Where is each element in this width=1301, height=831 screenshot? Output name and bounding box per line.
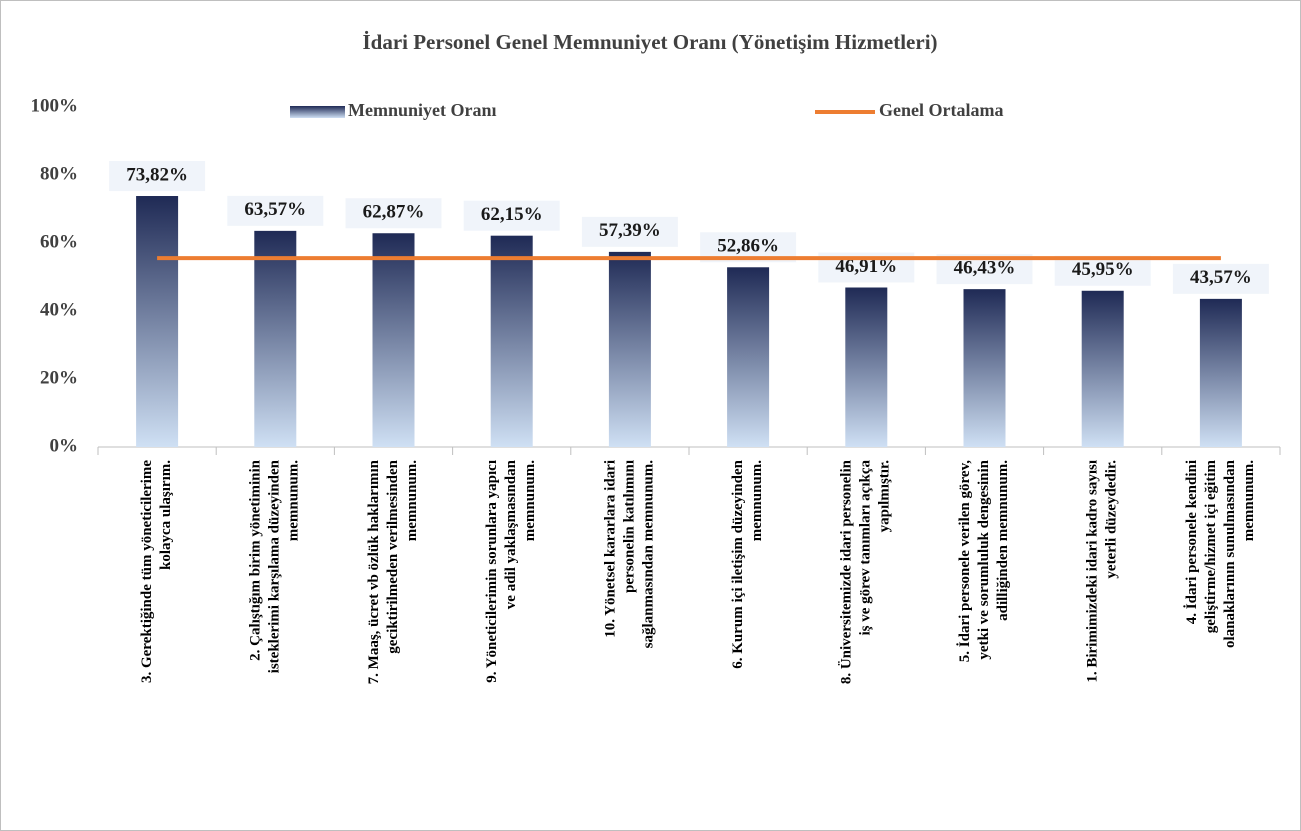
y-tick-label: 60% xyxy=(40,231,78,252)
y-tick-label: 0% xyxy=(50,435,79,456)
x-tick-label: yapılmıştır. xyxy=(877,460,893,533)
data-label-bg xyxy=(227,195,324,226)
data-label: 57,39% xyxy=(599,220,661,241)
data-label-bg xyxy=(581,216,678,247)
legend-label: Genel Ortalama xyxy=(879,100,1003,120)
x-tick-label: 6. Kurum içi iletişim düzeyinden xyxy=(730,459,746,668)
x-tick-label: iş ve görev tanımları açıkça xyxy=(858,460,874,636)
x-tick-label: adilliğinden memnunum. xyxy=(995,460,1011,621)
x-tick-label: 9. Yöneticilerimin sorunlara yapıcı xyxy=(484,460,500,683)
chart-title: İdari Personel Genel Memnuniyet Oranı (Y… xyxy=(362,30,937,54)
x-tick-label: sağlanmasından memnunum. xyxy=(640,460,656,649)
data-label-bg xyxy=(1054,255,1151,286)
x-tick-label: isteklerimi karşılama düzeyinden xyxy=(267,459,283,673)
x-tick-label: memnunum. xyxy=(286,460,302,542)
bar xyxy=(1081,290,1124,447)
bar xyxy=(136,196,179,447)
bar xyxy=(727,267,770,447)
data-label: 43,57% xyxy=(1190,267,1252,288)
x-tick-label: 8. Üniversitemizde idari personelin xyxy=(838,459,855,684)
data-label: 46,91% xyxy=(835,256,897,277)
y-tick-label: 80% xyxy=(40,163,78,184)
x-tick-label: 10. Yönetsel kararlara idari xyxy=(602,460,618,638)
data-label: 45,95% xyxy=(1072,259,1134,280)
bar xyxy=(608,251,651,447)
data-label-bg xyxy=(1172,263,1269,294)
data-label-bg xyxy=(109,161,206,192)
legend-swatch xyxy=(290,106,345,118)
x-tick-label: 3. Gerektiğinde tüm yöneticilerime xyxy=(139,460,155,683)
y-tick-label: 40% xyxy=(40,299,78,320)
x-tick-label: ve adil yaklaşmasından xyxy=(503,459,519,609)
x-tick-label: memnunum. xyxy=(404,460,420,542)
x-tick-label: 7. Maaş, ücret vb özlük haklarımın xyxy=(366,459,382,684)
x-tick-label: yetki ve sorumluluk dengesinin xyxy=(976,459,992,659)
x-tick-label: memnunum. xyxy=(1241,460,1257,542)
y-tick-label: 100% xyxy=(31,95,79,116)
x-tick-label: 5. İdari personele verilen görev, xyxy=(956,460,973,662)
x-tick-label: 4. İdari personele kendini xyxy=(1183,460,1200,624)
bar xyxy=(1199,298,1242,447)
x-tick-label: 1. Birimimizdeki idari kadro sayısı xyxy=(1085,460,1101,683)
y-tick-label: 20% xyxy=(40,367,78,388)
data-label-bg xyxy=(345,198,442,229)
data-label: 46,43% xyxy=(954,257,1016,278)
legend-label: Memnuniyet Oranı xyxy=(348,100,497,120)
data-label: 52,86% xyxy=(717,236,779,257)
data-label: 63,57% xyxy=(244,199,306,220)
x-tick-label: memnunum. xyxy=(522,460,538,542)
bar xyxy=(372,233,415,447)
x-tick-label: geciktirilmeden verilmesinden xyxy=(385,459,401,653)
x-tick-label: memnunum. xyxy=(749,460,765,542)
x-tick-label: geliştirme/hizmet içi eğitim xyxy=(1203,459,1219,633)
data-label: 73,82% xyxy=(126,164,188,185)
bar xyxy=(845,287,888,447)
data-label-bg xyxy=(463,200,560,231)
bar xyxy=(490,235,533,447)
x-tick-label: 2. Çalıştığım birim yönetiminin xyxy=(248,459,264,660)
bar xyxy=(963,289,1006,447)
x-tick-label: yeterli düzeydedir. xyxy=(1104,460,1120,579)
bar xyxy=(254,230,297,447)
data-label: 62,15% xyxy=(481,204,543,225)
x-tick-label: olanaklarının sunulmasından xyxy=(1222,459,1238,648)
x-tick-label: personelin katılımını xyxy=(621,460,637,593)
data-label: 62,87% xyxy=(363,202,425,223)
x-tick-label: kolayca ulaşırım. xyxy=(158,460,174,570)
